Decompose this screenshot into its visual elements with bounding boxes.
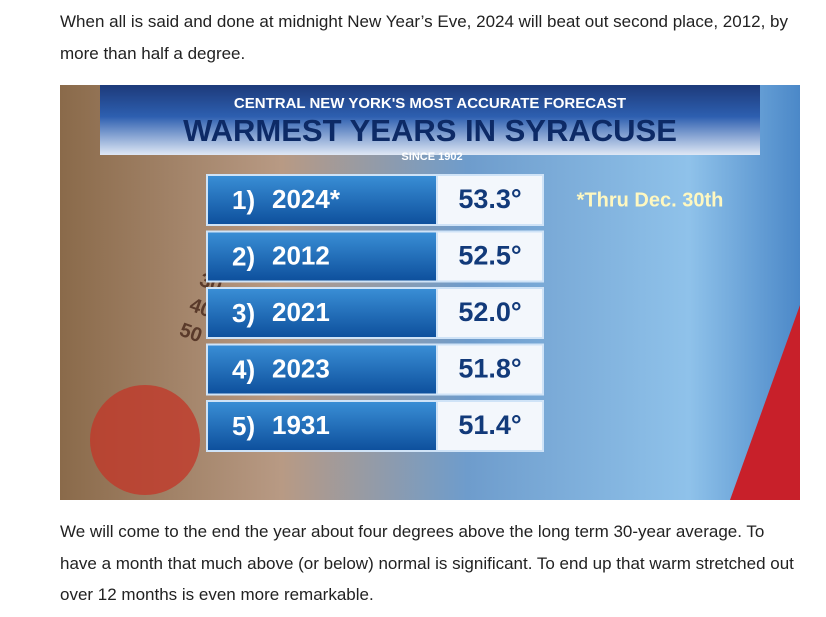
thermometer-bulb — [90, 385, 200, 495]
row-rank: 3) — [232, 298, 255, 328]
row-rank: 2) — [232, 241, 255, 271]
row-left — [206, 174, 438, 226]
row-temp: 52.0° — [458, 297, 521, 327]
subtitle: SINCE 1902 — [401, 151, 462, 163]
header-band — [100, 85, 760, 155]
row-temp: 51.4° — [458, 410, 521, 440]
row-left — [206, 400, 438, 452]
row-year: 1931 — [272, 410, 330, 440]
row-left — [206, 230, 438, 283]
row-temp: 53.3° — [458, 184, 521, 214]
row-right — [436, 287, 544, 339]
row-right — [436, 174, 544, 226]
row-rank: 1) — [232, 185, 255, 215]
note: *Thru Dec. 30th — [577, 189, 724, 211]
row-right — [436, 343, 544, 396]
red-stripe — [730, 305, 800, 500]
row-year: 2021 — [272, 297, 330, 327]
title: WARMEST YEARS IN SYRACUSE — [183, 113, 677, 148]
header: CENTRAL NEW YORK'S MOST ACCURATE FORECAS… — [234, 95, 626, 112]
row-left — [206, 287, 438, 339]
paragraph: We will come to the end the year about f… — [60, 522, 794, 604]
row-year: 2023 — [272, 353, 330, 383]
row-year: 2012 — [272, 240, 330, 270]
row-year: 2024* — [272, 184, 341, 214]
graphic: CENTRAL NEW YORK'S MOST ACCURATE FORECAS… — [60, 85, 800, 500]
paragraph: When all is said and done at midnight Ne… — [60, 12, 789, 63]
row-temp: 52.5° — [458, 241, 521, 271]
row-right — [436, 400, 544, 452]
row-rank: 5) — [232, 411, 255, 441]
row-right — [436, 230, 544, 283]
row-temp: 51.8° — [458, 354, 521, 384]
row-rank: 4) — [232, 354, 255, 384]
